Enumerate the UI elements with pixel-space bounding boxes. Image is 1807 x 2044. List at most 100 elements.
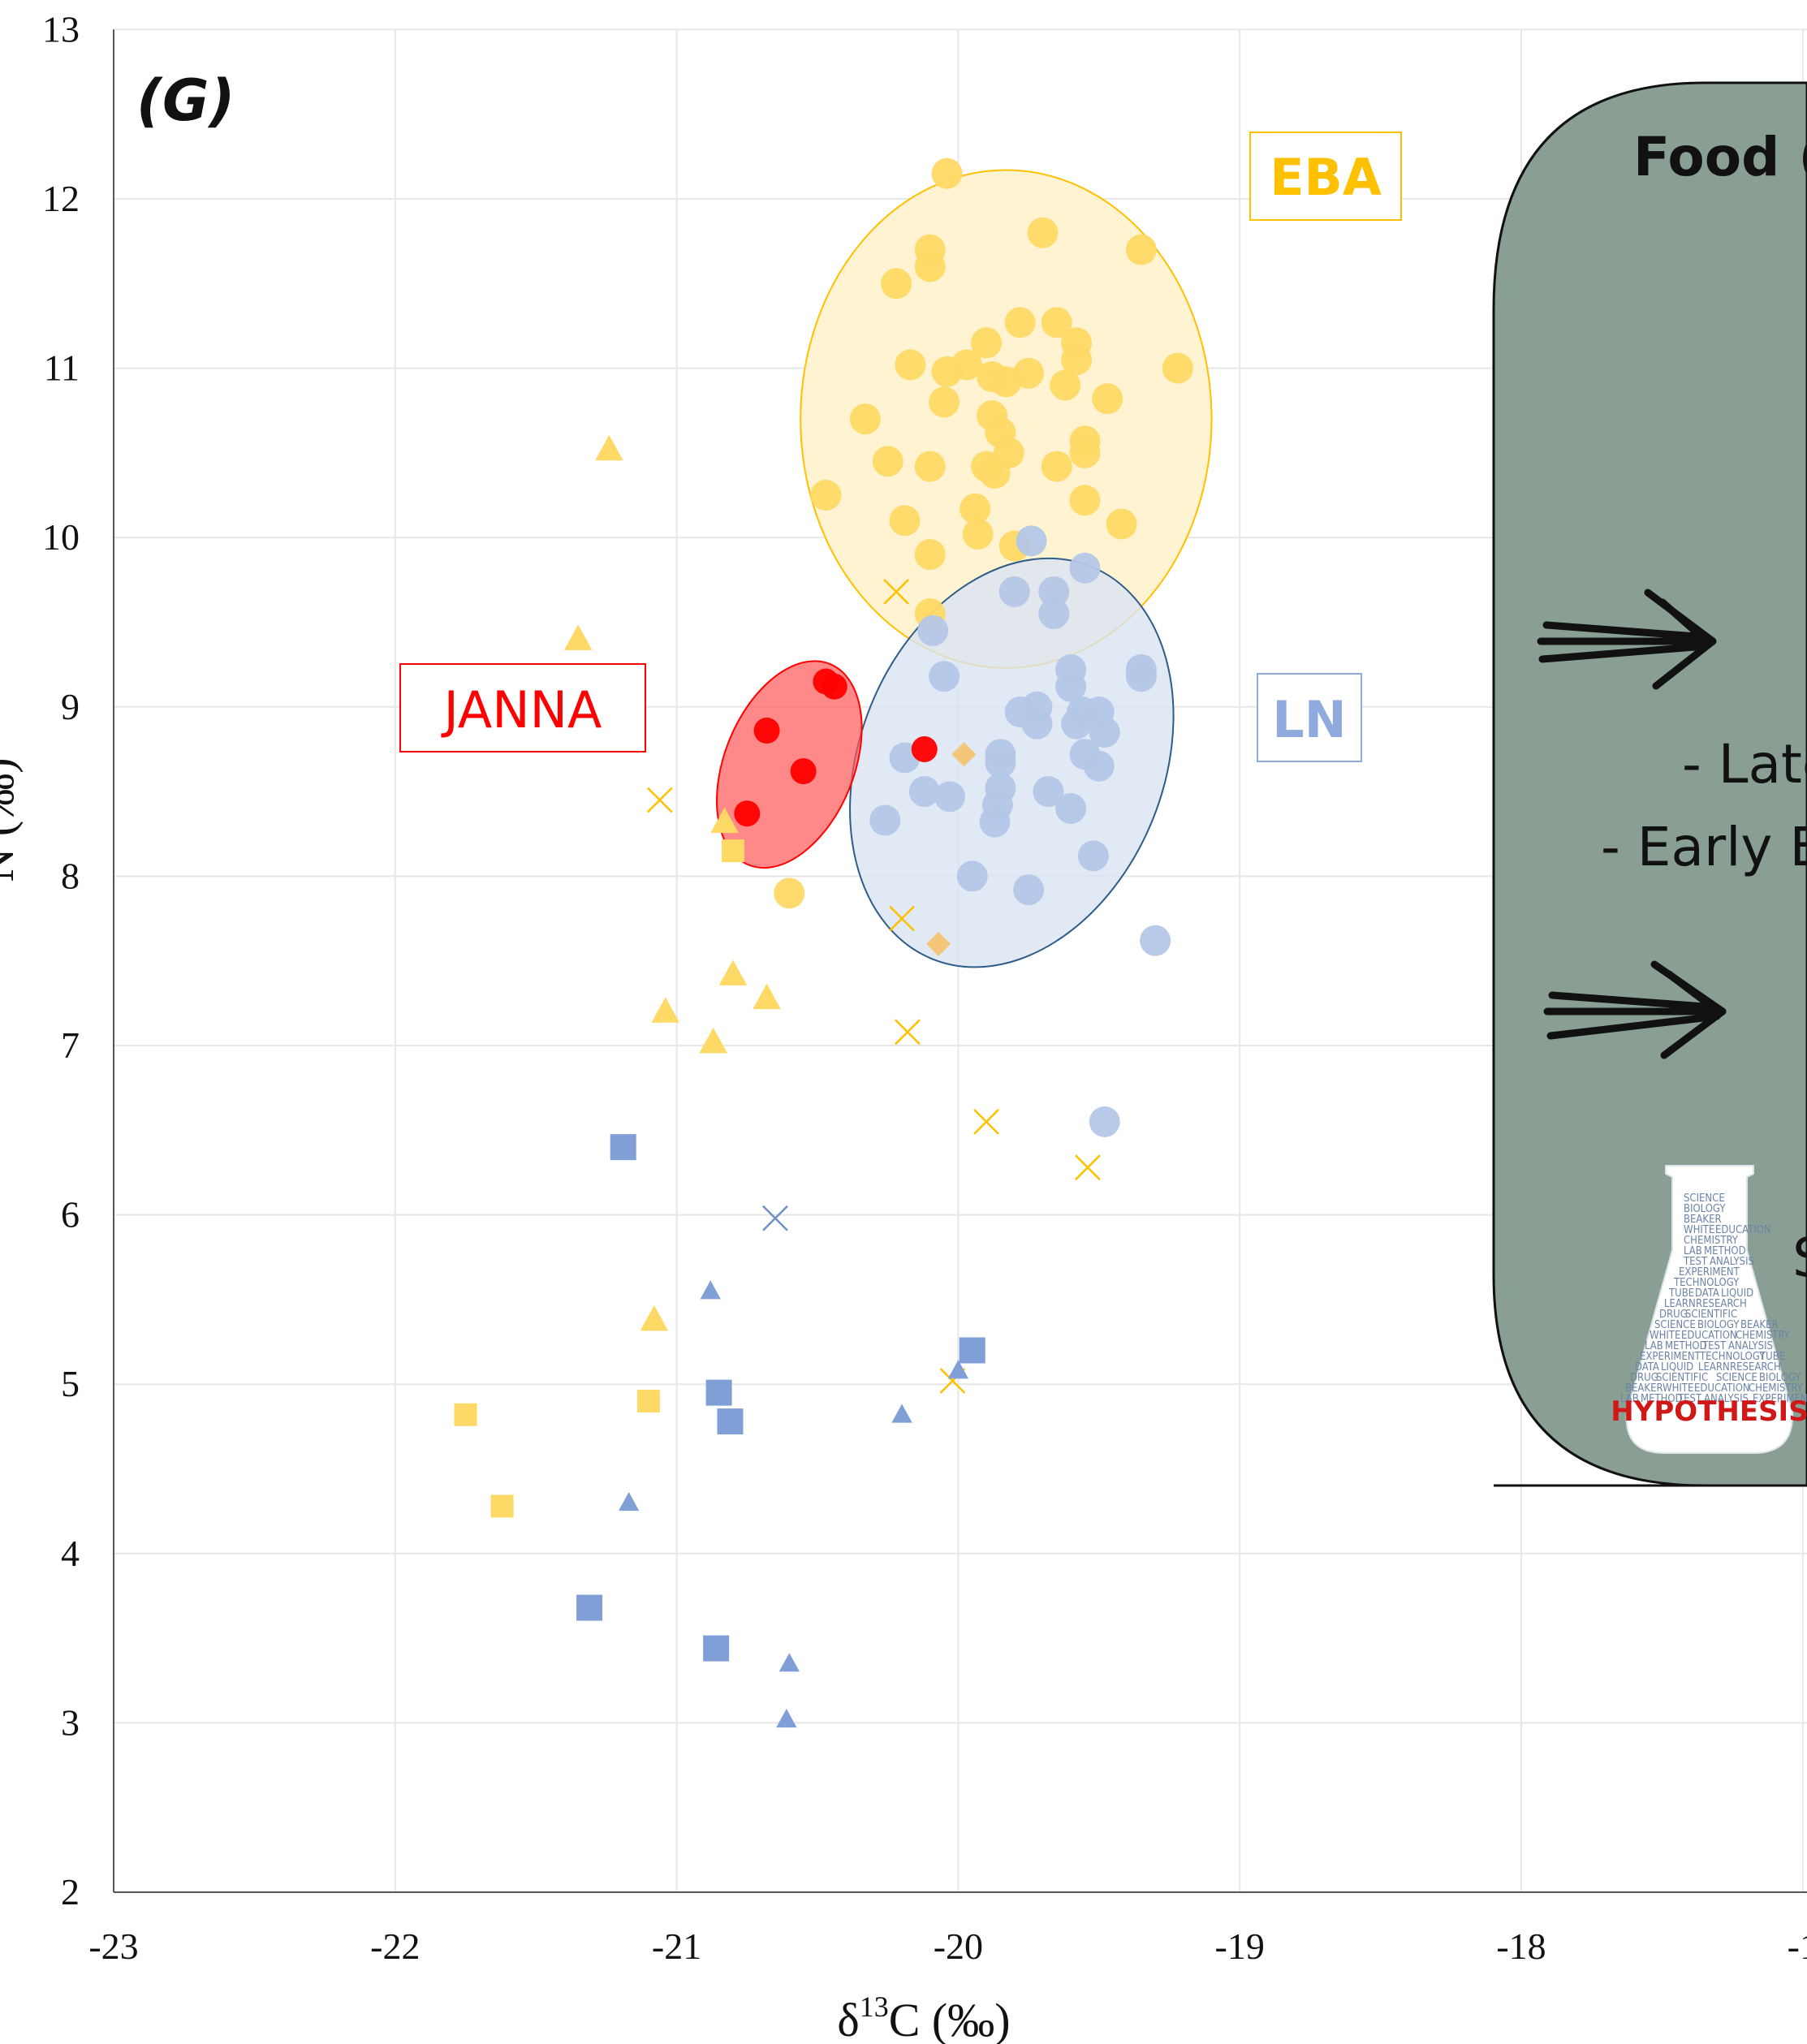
ln-circle-point <box>1021 708 1053 740</box>
eba-square-point <box>636 1390 660 1413</box>
x-tick-label: -22 <box>370 1925 420 1967</box>
axes <box>113 29 1807 1893</box>
ln-circle-point <box>1140 925 1171 956</box>
janna-circle-point <box>911 735 938 762</box>
flask-word: LAB <box>1620 1393 1639 1405</box>
ln-circle-point <box>1055 792 1087 824</box>
eba-cross-point <box>1075 1154 1101 1181</box>
flask-word: ANALYSIS <box>1704 1393 1749 1405</box>
food-box-line1: - Late <box>1682 733 1807 796</box>
eba-triangle-point <box>595 434 623 461</box>
ln-circle-point <box>1061 708 1093 740</box>
x-axis-title-rest: C (‰) <box>889 1994 1011 2044</box>
ln-circle-point <box>908 776 940 808</box>
y-tick-label: 12 <box>42 178 80 219</box>
arrow-icon <box>1543 960 1727 1059</box>
flask-word: METHOD <box>1641 1393 1683 1405</box>
y-tick-label: 5 <box>61 1363 80 1404</box>
eba-circle-point <box>810 480 842 511</box>
eba-circle-point <box>914 451 946 482</box>
eba-circle-point <box>1004 307 1036 339</box>
eba-triangle-point <box>699 1027 727 1054</box>
y-tick-label: 4 <box>61 1533 80 1574</box>
y-tick-label: 10 <box>42 516 80 558</box>
panel-label: (G) <box>136 67 235 134</box>
flask-word: TUBE <box>1759 1351 1785 1363</box>
eba-circle-point <box>872 446 904 477</box>
eba-square-point <box>454 1403 477 1426</box>
flask-word: SCIENCE <box>1716 1372 1757 1384</box>
flask-word: ANALYSIS <box>1710 1256 1754 1268</box>
flask-word: EXPERIMENT <box>1679 1266 1740 1279</box>
ln-circle-point <box>956 860 988 892</box>
ln-circle-point <box>934 781 965 813</box>
x-tick-label: -23 <box>88 1925 138 1967</box>
eba-triangle-point <box>563 624 593 650</box>
flask-word: DRUG <box>1659 1309 1688 1321</box>
flask-word: RESEARCH <box>1696 1298 1747 1310</box>
janna-label-box: JANNA <box>399 663 646 752</box>
group-ellipses <box>716 169 1213 968</box>
ln-square-point <box>703 1635 730 1662</box>
y-axis-title: N (‰) <box>0 757 24 882</box>
flask-word: BEAKER <box>1684 1214 1722 1226</box>
flask-word: BIOLOGY <box>1759 1372 1801 1384</box>
eba-diamond-point <box>926 931 951 956</box>
eba-circle-point <box>914 251 946 282</box>
eba-circle-point <box>1162 352 1193 384</box>
flask-word: CHEMISTRY <box>1684 1235 1739 1247</box>
ln-circle-point <box>1077 840 1109 872</box>
flask-word: BEAKER <box>1625 1382 1663 1395</box>
ln-circle-point <box>869 804 901 836</box>
flask-word: SCIENTIFIC <box>1656 1372 1708 1384</box>
eba-cross-point <box>973 1108 999 1135</box>
eba-circle-point <box>881 268 912 300</box>
flask-word: METHOD <box>1665 1340 1707 1352</box>
y-tick-label: 7 <box>61 1024 80 1066</box>
eba-circle-point <box>1069 437 1101 468</box>
flask-word: LIQUID <box>1661 1361 1693 1373</box>
eba-triangle-point <box>651 997 679 1023</box>
flask-word: TUBE <box>1668 1287 1694 1300</box>
eba-circle-point <box>774 878 805 909</box>
eba-label: EBA <box>1270 148 1382 207</box>
eba-circle-point <box>1061 344 1093 376</box>
food-box-cut-letter: S <box>1792 1227 1807 1289</box>
flask-word: SCIENCE <box>1654 1319 1696 1331</box>
flask-word: WHITE <box>1684 1224 1714 1236</box>
eba-circle-point <box>951 349 982 381</box>
flask-word: EDUCATION <box>1681 1330 1737 1342</box>
ln-circle-point <box>985 747 1016 778</box>
eba-circle-point <box>977 361 1008 393</box>
x-tick-label: -20 <box>934 1925 983 1967</box>
flask-word: LAB <box>1684 1245 1702 1257</box>
y-tick-label: 8 <box>61 855 80 896</box>
eba-square-point <box>721 839 744 863</box>
eba-circle-point <box>960 493 991 524</box>
flask-word: LEARN <box>1664 1298 1696 1310</box>
ln-circle-point <box>929 661 960 692</box>
eba-label-box: EBA <box>1249 132 1402 221</box>
eba-triangle-point <box>640 1304 669 1331</box>
flask-word: DRUG <box>1630 1372 1658 1384</box>
eba-circle-point <box>931 157 963 189</box>
ln-label: LN <box>1272 690 1346 749</box>
eba-circle-point <box>1125 234 1157 265</box>
flask-word: TEST <box>1677 1393 1702 1405</box>
eba-cross-point <box>883 579 909 605</box>
ln-circle-point <box>1013 874 1045 906</box>
y-tick-label: 11 <box>44 347 80 389</box>
ln-square-point <box>576 1594 603 1621</box>
y-tick-label: 3 <box>61 1701 80 1743</box>
eba-diamond-point <box>951 742 977 767</box>
y-tick-label: 6 <box>61 1194 80 1235</box>
eba-triangle-point <box>718 959 748 985</box>
flask-word: DATA <box>1695 1287 1719 1300</box>
flask-word: WHITE <box>1663 1382 1693 1395</box>
x-tick-label: -18 <box>1496 1925 1546 1967</box>
eba-triangle-point <box>710 807 739 834</box>
flask-word: ANALYSIS <box>1728 1340 1773 1352</box>
eba-circle-point <box>849 403 881 435</box>
